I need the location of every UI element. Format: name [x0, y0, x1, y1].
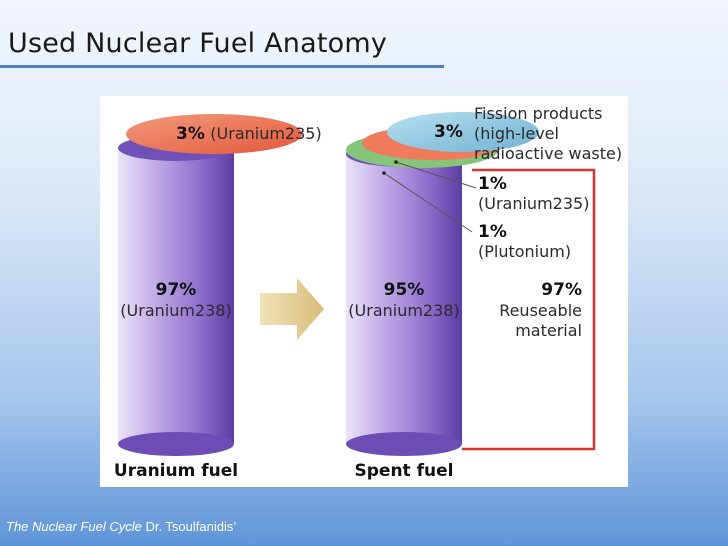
slide-title: Used Nuclear Fuel Anatomy [8, 28, 388, 59]
title-underline [0, 65, 444, 68]
source-caption-title: The Nuclear Fuel Cycle [6, 519, 142, 534]
spent-fuel-u238-pct: 95% [383, 280, 425, 300]
source-caption-author: Dr. Tsoulfanidis’ [141, 519, 237, 534]
conversion-arrow [260, 278, 324, 340]
fission-products-line3: radioactive waste) [474, 144, 623, 163]
uranium235-disc [126, 114, 302, 154]
reusable-line2: material [515, 321, 582, 340]
fission-products-pct: 3% [434, 122, 463, 142]
uranium235-pct: 3% [176, 124, 205, 144]
fuel-diagram-graphic [118, 112, 596, 456]
leader-line-plutonium [383, 172, 473, 233]
uranium235-label: 3% (Uranium235) [176, 124, 322, 144]
leader-line-u235 [395, 161, 477, 189]
uranium-fuel-u238-desc: (Uranium238) [120, 301, 232, 320]
reusable-bracket [462, 168, 596, 451]
reusable-pct: 97% [541, 280, 582, 300]
spent-u235-pct: 1% [478, 174, 507, 194]
uranium-fuel-label: Uranium fuel [113, 461, 239, 481]
fission-products-line1: Fission products [474, 104, 603, 123]
fission-products-line2: (high-level [474, 124, 559, 143]
spent-fuel-u238-desc: (Uranium238) [348, 301, 460, 320]
fuel-anatomy-figure: 3% (Uranium235) 97% (Uranium238) Uranium… [100, 96, 628, 487]
plutonium-pct: 1% [478, 222, 507, 242]
uranium235-desc: (Uranium235) [210, 124, 322, 143]
fission-products-disc [387, 112, 539, 152]
uranium-fuel-u238-pct: 97% [155, 280, 197, 300]
plutonium-desc: (Plutonium) [478, 242, 572, 261]
spent-fuel-cylinder [346, 141, 462, 456]
spent-fuel-label: Spent fuel [354, 461, 454, 481]
reusable-line1: Reuseable [499, 301, 582, 320]
spent-u235-desc: (Uranium235) [478, 194, 590, 213]
source-caption: The Nuclear Fuel Cycle Dr. Tsoulfanidis’ [6, 519, 236, 534]
